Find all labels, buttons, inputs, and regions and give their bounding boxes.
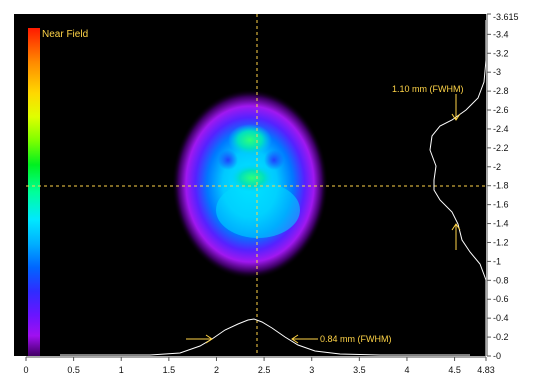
- y-tick-label: -2.6: [493, 105, 509, 115]
- x-tick-label: 1.5: [163, 365, 176, 375]
- beam-core-lower: [216, 182, 300, 238]
- mode-label: Near Field: [42, 29, 89, 40]
- y-tick-label: -0.8: [493, 275, 509, 285]
- x-tick-label: 1: [119, 365, 124, 375]
- fwhm-x-markers: [186, 334, 318, 344]
- x-axis: 0 0.5 1 1.5 2 2.5 3 3.5 4 4.5 4.83: [23, 356, 495, 375]
- x-tick-label: 3.5: [353, 365, 366, 375]
- beam-hotspot-lower: [230, 164, 274, 192]
- y-tick-label: -0: [493, 351, 501, 361]
- y-tick-label: -2.2: [493, 143, 509, 153]
- y-tick-label: -3.2: [493, 48, 509, 58]
- profile-curve-y: [429, 20, 486, 356]
- x-tick-label: 4.83: [477, 365, 495, 375]
- x-tick-label: 0: [23, 365, 28, 375]
- x-tick-label: 2.5: [258, 365, 271, 375]
- fwhm-y-markers: [451, 94, 461, 250]
- beam-hotspot-upper: [228, 124, 272, 156]
- beam-dark-left: [218, 150, 238, 170]
- y-tick-label: -0.2: [493, 332, 509, 342]
- y-tick-label: -2.4: [493, 124, 509, 134]
- fwhm-x-label: 0.84 mm (FWHM): [320, 334, 392, 344]
- profile-curve-x: [60, 318, 470, 356]
- beam-dark-right: [264, 150, 284, 170]
- y-tick-label: -1.2: [493, 237, 509, 247]
- y-tick-label: -3.615: [493, 12, 519, 22]
- fwhm-y-label: 1.10 mm (FWHM): [392, 84, 464, 94]
- y-tick-label: -1.6: [493, 200, 509, 210]
- y-tick-label: -0.6: [493, 294, 509, 304]
- y-tick-label: -3: [493, 67, 501, 77]
- y-tick-label: -1: [493, 256, 501, 266]
- x-tick-label: 0.5: [67, 365, 80, 375]
- intensity-colorbar: [28, 28, 40, 356]
- x-tick-label: 4.5: [448, 365, 461, 375]
- x-tick-label: 4: [404, 365, 409, 375]
- y-tick-label: -1.8: [493, 181, 509, 191]
- y-tick-label: -2: [493, 162, 501, 172]
- y-tick-label: -0.4: [493, 313, 509, 323]
- y-tick-label: -1.4: [493, 219, 509, 229]
- x-tick-label: 3: [309, 365, 314, 375]
- y-tick-label: -2.8: [493, 86, 509, 96]
- y-axis: -0 -0.2 -0.4 -0.6 -0.8 -1 -1.2 -1.4 -1.6 -1.8 -2 -2…: [486, 12, 519, 361]
- y-tick-label: -3.4: [493, 29, 509, 39]
- x-tick-label: 2: [214, 365, 219, 375]
